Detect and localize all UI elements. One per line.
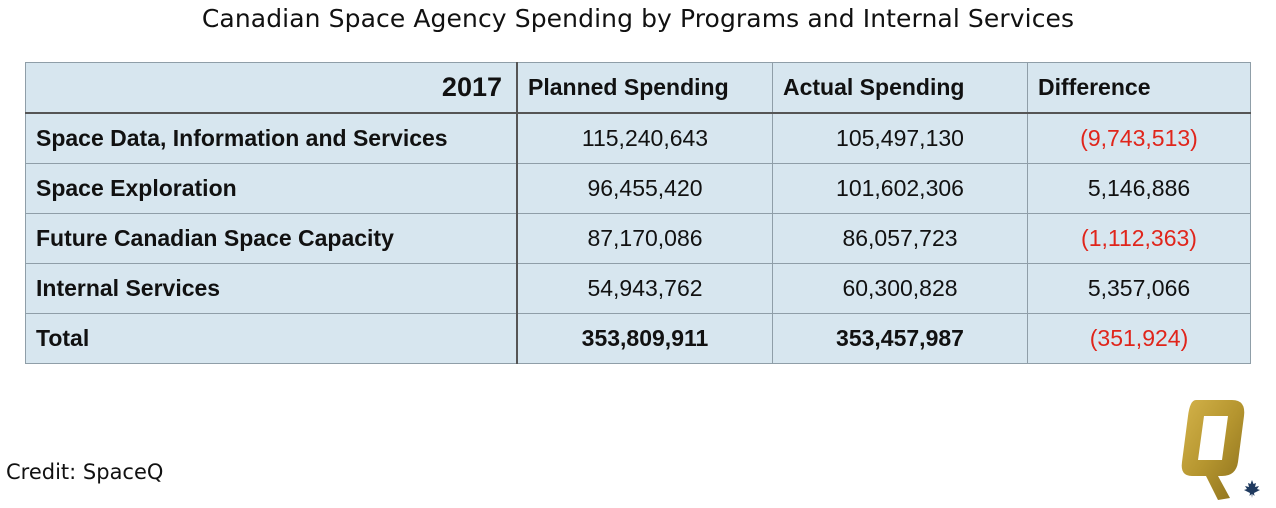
chart-title: Canadian Space Agency Spending by Progra… <box>201 4 1075 33</box>
table-row: Internal Services 54,943,762 60,300,828 … <box>25 263 1251 314</box>
spending-table: 2017 Planned Spending Actual Spending Di… <box>25 62 1251 364</box>
cell-planned: 96,455,420 <box>516 163 773 214</box>
cell-difference: 5,357,066 <box>1027 263 1251 314</box>
cell-actual: 60,300,828 <box>772 263 1028 314</box>
cell-difference-total: (351,924) <box>1027 313 1251 364</box>
row-label: Future Canadian Space Capacity <box>25 213 518 264</box>
header-actual-spending: Actual Spending <box>772 62 1028 114</box>
cell-planned-total: 353,809,911 <box>516 313 773 364</box>
maple-leaf-icon <box>1244 480 1260 498</box>
credit-text: Credit: SpaceQ <box>6 460 164 484</box>
cell-planned: 87,170,086 <box>516 213 773 264</box>
cell-difference: (9,743,513) <box>1027 112 1251 164</box>
header-difference: Difference <box>1027 62 1251 114</box>
row-label: Space Data, Information and Services <box>25 112 518 164</box>
row-label-total: Total <box>25 313 518 364</box>
cell-actual: 101,602,306 <box>772 163 1028 214</box>
row-label: Space Exploration <box>25 163 518 214</box>
cell-difference: 5,146,886 <box>1027 163 1251 214</box>
cell-planned: 115,240,643 <box>516 112 773 164</box>
table-row-total: Total 353,809,911 353,457,987 (351,924) <box>25 313 1251 364</box>
cell-actual-total: 353,457,987 <box>772 313 1028 364</box>
table-row: Space Data, Information and Services 115… <box>25 112 1251 164</box>
table-header-row: 2017 Planned Spending Actual Spending Di… <box>25 62 1251 114</box>
cell-difference: (1,112,363) <box>1027 213 1251 264</box>
header-year: 2017 <box>25 62 518 114</box>
spaceq-logo-icon <box>1181 400 1260 500</box>
header-planned-spending: Planned Spending <box>516 62 773 114</box>
cell-actual: 86,057,723 <box>772 213 1028 264</box>
cell-planned: 54,943,762 <box>516 263 773 314</box>
table-row: Future Canadian Space Capacity 87,170,08… <box>25 213 1251 264</box>
cell-actual: 105,497,130 <box>772 112 1028 164</box>
table-row: Space Exploration 96,455,420 101,602,306… <box>25 163 1251 214</box>
row-label: Internal Services <box>25 263 518 314</box>
